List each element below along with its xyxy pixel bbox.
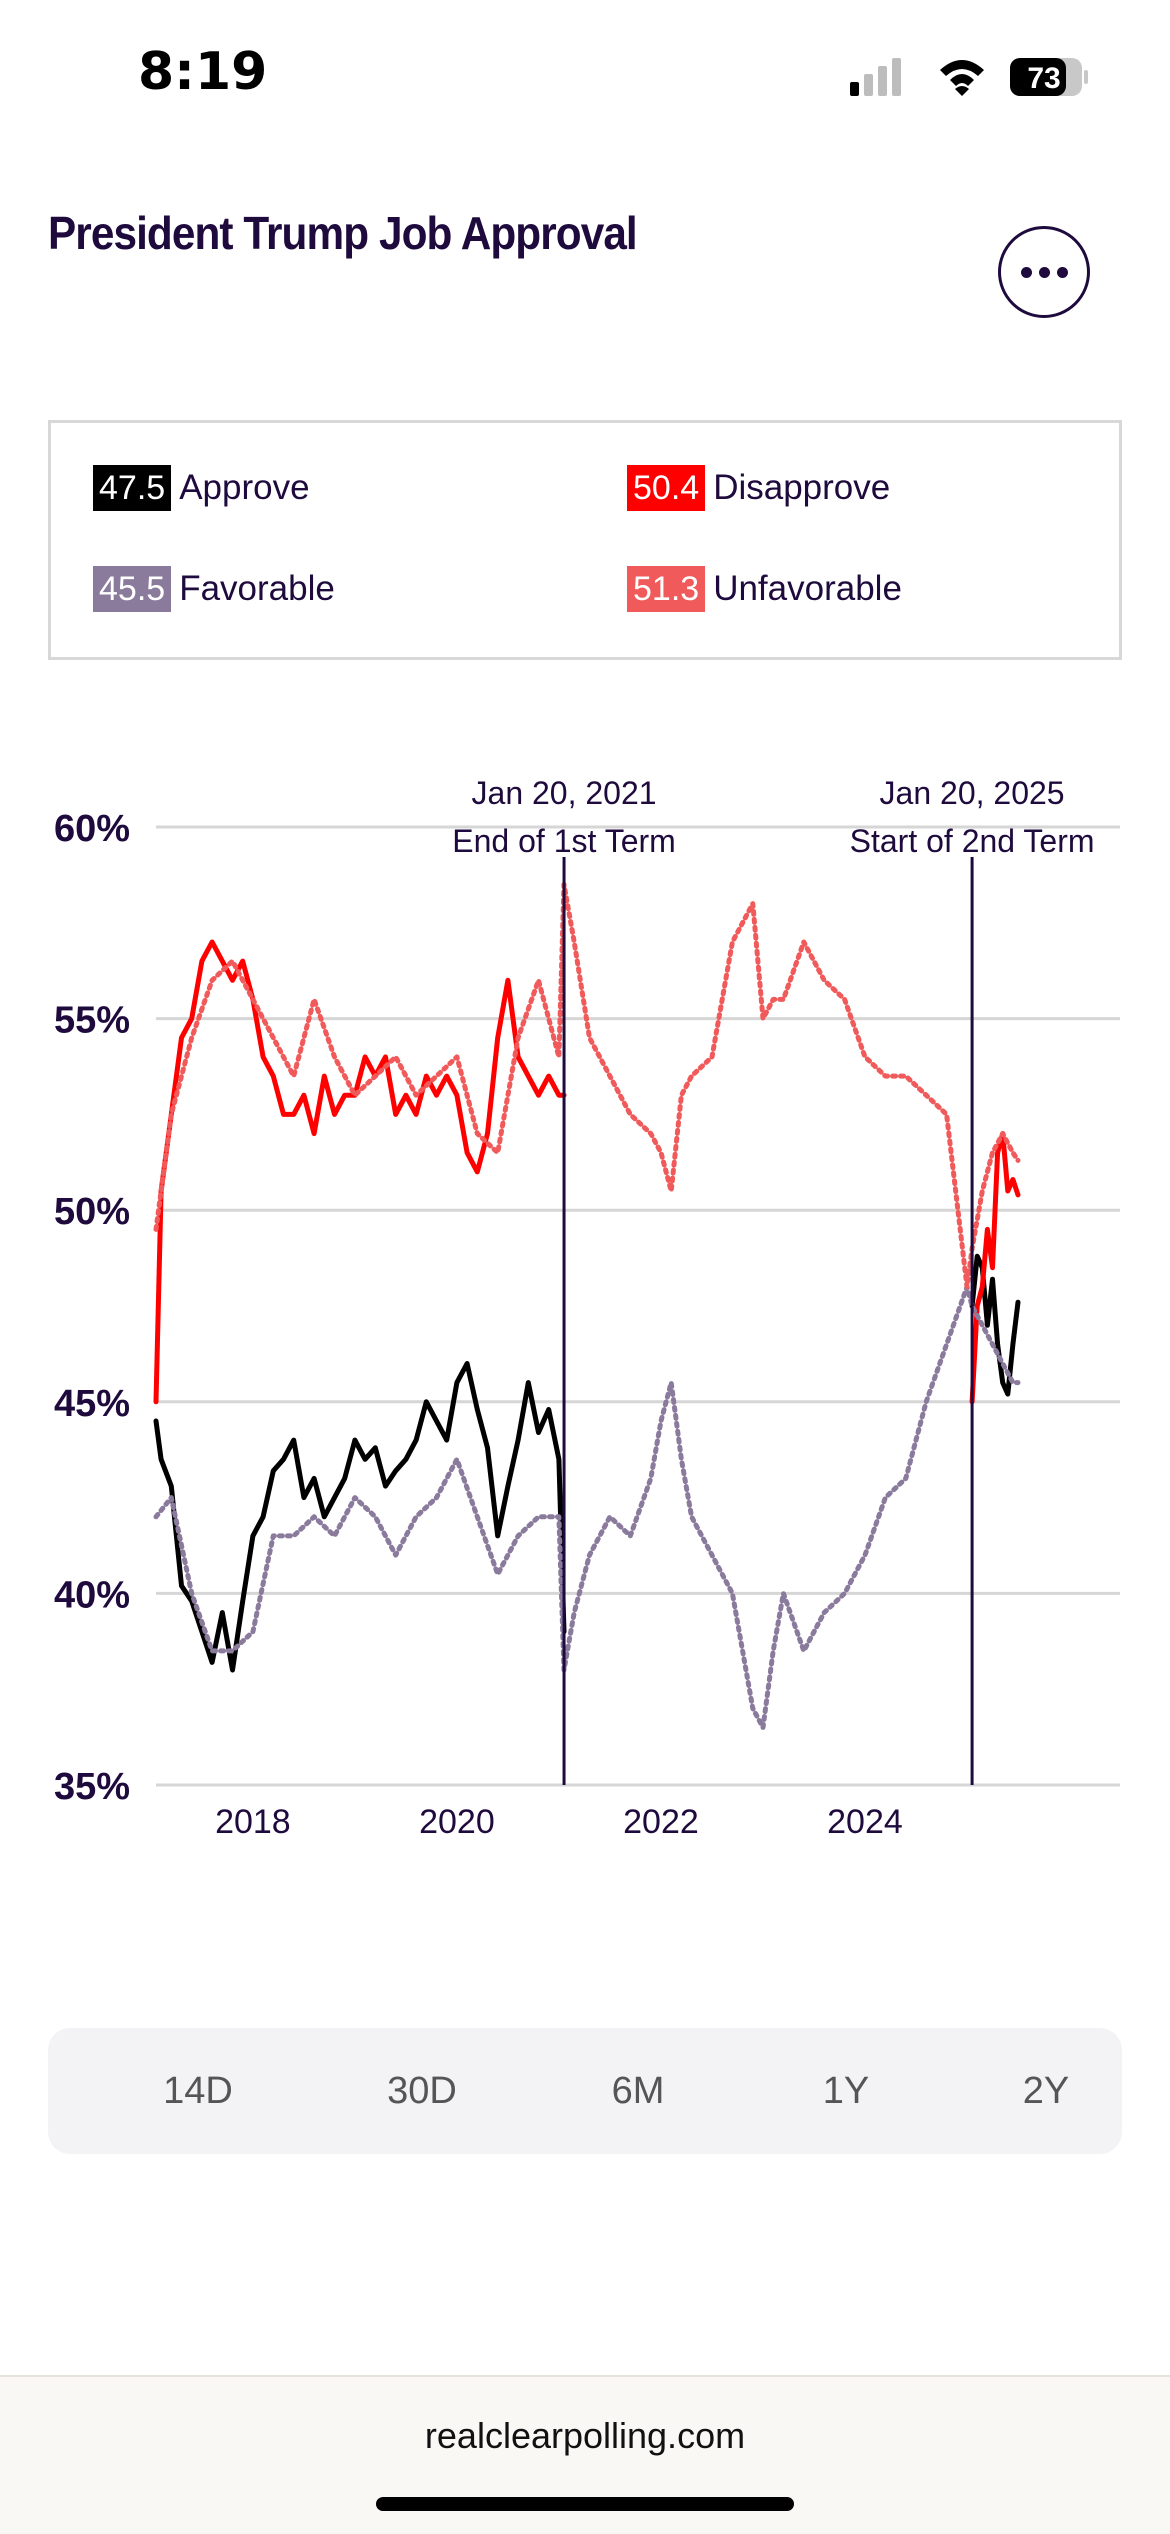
- series-line-disapprove: [969, 1131, 1021, 1405]
- cellular-signal-icon: [850, 58, 901, 96]
- y-tick-label: 35%: [54, 1766, 130, 1808]
- more-icon: [1020, 266, 1068, 278]
- range-button-2y[interactable]: 2Y: [1022, 2070, 1070, 2112]
- series-line-disapprove: [153, 939, 567, 1405]
- legend-label-unfavorable: Unfavorable: [713, 569, 902, 608]
- legend-box: 47.5 Approve 50.4 Disapprove 45.5 Favora…: [48, 420, 1122, 660]
- page-title: President Trump Job Approval: [48, 207, 638, 259]
- chart-svg[interactable]: 35% 40% 45% 50% 55% 60% 2018 2020 2022 2024 Jan 20…: [0, 770, 1170, 1870]
- home-indicator: [376, 2497, 794, 2511]
- legend-item-favorable: 45.5 Favorable: [93, 566, 335, 612]
- legend-label-approve: Approve: [179, 468, 310, 507]
- legend-value-favorable: 45.5: [93, 566, 172, 612]
- legend-value-unfavorable: 51.3: [627, 566, 706, 612]
- term-marker-date: Jan 20, 2021: [472, 775, 657, 811]
- status-bar: 8:19 73: [0, 0, 1170, 150]
- range-selector: 14D 30D 6M 1Y 2Y: [48, 2028, 1122, 2154]
- range-button-30d[interactable]: 30D: [387, 2070, 457, 2112]
- term-marker-label: End of 1st Term: [452, 823, 676, 859]
- y-tick-label: 45%: [54, 1383, 130, 1425]
- url-label[interactable]: realclearpolling.com: [424, 2415, 746, 2456]
- y-tick-label: 50%: [54, 1191, 130, 1233]
- range-button-14d[interactable]: 14D: [163, 2070, 233, 2112]
- series-line-unfavorable: [153, 882, 1021, 1290]
- wifi-icon: [940, 60, 984, 96]
- browser-footer: realclearpolling.com: [0, 2375, 1170, 2534]
- range-button-6m[interactable]: 6M: [611, 2070, 665, 2112]
- y-tick-label: 55%: [54, 1000, 130, 1042]
- more-options-button[interactable]: [998, 226, 1090, 318]
- x-tick-label: 2018: [215, 1803, 291, 1841]
- term-marker-date: Jan 20, 2025: [880, 775, 1065, 811]
- battery-icon: 73: [1010, 58, 1088, 96]
- x-tick-label: 2024: [827, 1803, 903, 1841]
- status-time: 8:19: [138, 42, 268, 102]
- series-line-favorable: [153, 1284, 1021, 1730]
- legend-value-disapprove: 50.4: [627, 465, 706, 511]
- legend-value-approve: 47.5: [93, 465, 172, 511]
- series-line-approve: [153, 1361, 567, 1673]
- legend-item-approve: 47.5 Approve: [93, 465, 310, 511]
- status-icons: 73: [850, 58, 1088, 96]
- legend-label-disapprove: Disapprove: [713, 468, 891, 507]
- x-tick-label: 2020: [419, 1803, 495, 1841]
- range-button-1y[interactable]: 1Y: [822, 2070, 870, 2112]
- y-tick-label: 60%: [54, 808, 130, 850]
- legend-item-disapprove: 50.4 Disapprove: [627, 465, 890, 511]
- legend-label-favorable: Favorable: [179, 569, 335, 608]
- legend-item-unfavorable: 51.3 Unfavorable: [627, 566, 902, 612]
- term-marker-label: Start of 2nd Term: [850, 823, 1095, 859]
- battery-level: 73: [1027, 62, 1060, 95]
- approval-chart[interactable]: 35% 40% 45% 50% 55% 60% 2018 2020 2022 2024 Jan 20…: [0, 770, 1170, 1870]
- series-line-approve: [969, 1253, 1021, 1397]
- x-tick-label: 2022: [623, 1803, 699, 1841]
- y-tick-label: 40%: [54, 1574, 130, 1616]
